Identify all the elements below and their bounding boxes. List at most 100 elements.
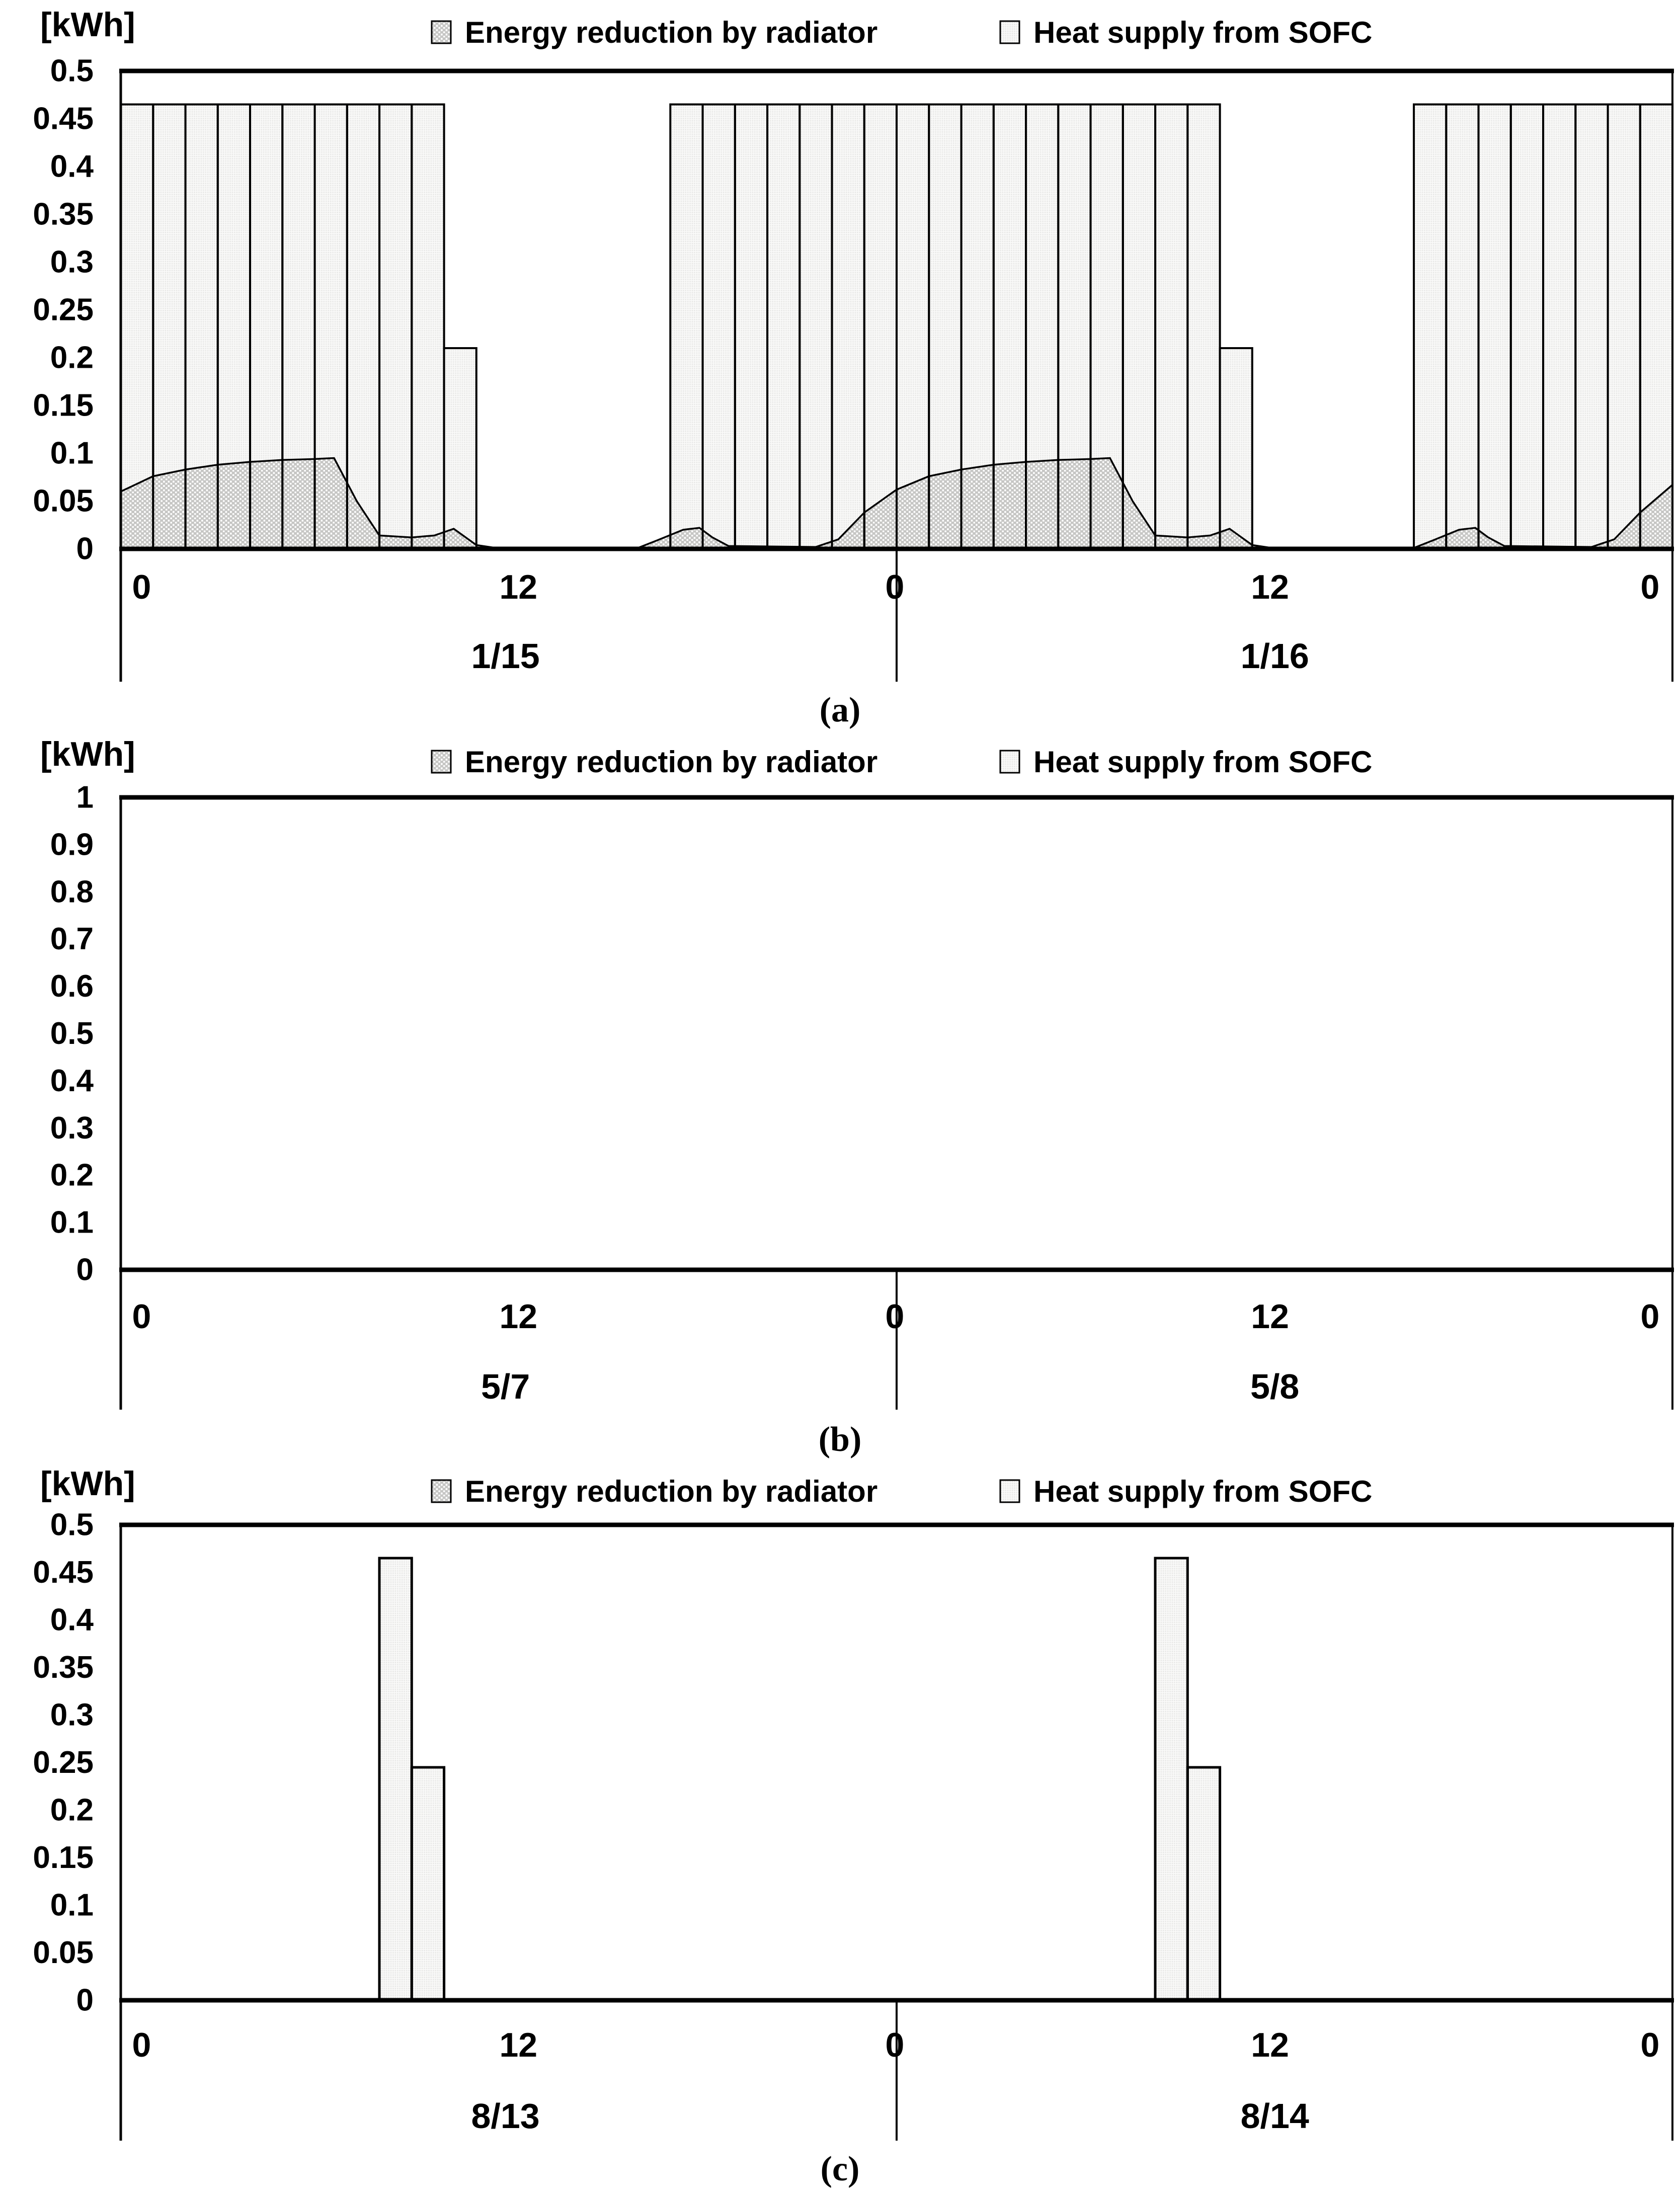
sofc-bar	[444, 348, 476, 549]
y-tick-label: 0.05	[33, 1935, 94, 1970]
y-tick-label: 0	[76, 1983, 94, 2018]
sofc-bar	[735, 104, 768, 549]
y-tick-label: 0.15	[33, 1840, 94, 1875]
x-tick-label: 12	[1251, 2026, 1289, 2064]
y-tick-label: 0.1	[50, 1205, 94, 1240]
y-tick-label: 0.5	[50, 54, 94, 89]
legend-label-radiator: Energy reduction by radiator	[465, 1474, 878, 1508]
legend-item-radiator: Energy reduction by radiator	[431, 16, 877, 49]
sofc-bar	[379, 1558, 412, 2000]
date-label: 1/15	[471, 636, 539, 676]
x-tick-label: 12	[1251, 1297, 1289, 1336]
legend-label-sofc: Heat supply from SOFC	[1033, 745, 1373, 779]
legend-item-sofc: Heat supply from SOFC	[999, 745, 1373, 779]
x-tick-label: 0	[132, 1297, 151, 1336]
y-tick-label: 0.2	[50, 341, 94, 375]
x-tick-label: 0	[886, 1297, 905, 1336]
legend-label-sofc: Heat supply from SOFC	[1033, 1474, 1373, 1508]
sofc-bar	[1575, 104, 1608, 549]
x-tick-label: 0	[886, 2026, 905, 2064]
sofc-bar	[1155, 1558, 1188, 2000]
x-tick-label: 12	[1251, 568, 1289, 606]
y-tick-label: 0.45	[33, 102, 94, 136]
chart-caption-b: (b)	[818, 1420, 862, 1459]
legend-swatch-radiator-icon	[431, 20, 452, 44]
plot-area-b: 1 0.9 0.8 0.7 0.6 0.5 0.4 0.3 0.2 0.1 0 0 12 0 12 0 5/7 5…	[50, 780, 1674, 1410]
y-tick-label: 0.2	[50, 1793, 94, 1828]
legend-item-sofc: Heat supply from SOFC	[999, 1475, 1372, 1508]
sofc-bar	[1608, 104, 1640, 549]
y-tick-label: 0.1	[50, 1888, 94, 1923]
chart-caption-a: (a)	[819, 691, 861, 729]
y-tick-label: 0	[76, 532, 94, 566]
plot-area-c: 0.5 0.45 0.4 0.35 0.3 0.25 0.2 0.15 0.1 0.05 0 0 12 0…	[33, 1508, 1674, 2141]
sofc-bar	[379, 104, 412, 549]
sofc-bar	[767, 104, 800, 549]
legend-swatch-sofc-icon	[999, 20, 1020, 44]
legend: Energy reduction by radiator Heat supply…	[0, 745, 1680, 779]
legend: Energy reduction by radiator Heat supply…	[0, 16, 1680, 49]
sofc-bar	[1414, 104, 1447, 549]
chart-caption-c: (c)	[820, 2150, 860, 2188]
legend-swatch-sofc-icon	[999, 750, 1020, 774]
y-tick-label: 0	[76, 1253, 94, 1287]
date-label: 8/14	[1241, 2096, 1309, 2136]
y-tick-label: 0.4	[50, 149, 94, 184]
y-tick-label: 0.8	[50, 874, 94, 909]
y-tick-label: 0.6	[50, 969, 94, 1004]
y-tick-label: 0.5	[50, 1508, 94, 1542]
y-tick-label: 0.15	[33, 388, 94, 423]
x-tick-label: 0	[132, 568, 151, 606]
legend-label-radiator: Energy reduction by radiator	[465, 15, 878, 49]
x-tick-label: 12	[499, 2026, 537, 2064]
chart-a: 0.5 0.45 0.4 0.35 0.3 0.25 0.2 0.15 0.1 0.05 0 0 12 0…	[0, 0, 1680, 729]
legend: Energy reduction by radiator Heat supply…	[0, 1475, 1680, 1508]
sofc-bar	[412, 104, 444, 549]
legend-swatch-radiator-icon	[431, 750, 452, 774]
y-tick-label: 0.05	[33, 484, 94, 519]
x-tick-label: 0	[1640, 1297, 1659, 1336]
legend-item-radiator: Energy reduction by radiator	[431, 745, 878, 779]
sofc-bar	[1446, 104, 1479, 549]
sofc-bar	[864, 104, 897, 549]
x-tick-label: 0	[1640, 568, 1659, 606]
y-tick-label: 0.35	[33, 1650, 94, 1685]
sofc-bar	[347, 104, 380, 549]
y-axis-unit-label: [kWh]	[40, 1464, 135, 1503]
legend-label-radiator: Energy reduction by radiator	[465, 745, 878, 779]
y-tick-label: 0.3	[50, 1111, 94, 1146]
sofc-bar	[1510, 104, 1544, 549]
x-tick-label: 0	[886, 568, 905, 606]
legend-item-radiator: Energy reduction by radiator	[431, 1475, 877, 1508]
y-tick-label: 0.3	[50, 245, 94, 280]
sofc-bar	[1187, 104, 1220, 549]
y-tick-label: 0.35	[33, 197, 94, 232]
sofc-bar	[897, 104, 929, 549]
y-tick-label: 0.4	[50, 1603, 94, 1638]
x-tick-label: 12	[499, 1297, 537, 1336]
y-tick-label: 0.45	[33, 1555, 94, 1590]
sofc-bar	[412, 1767, 444, 2000]
x-tick-label: 12	[499, 568, 537, 606]
sofc-bar	[832, 104, 864, 549]
plot-area-a: 0.5 0.45 0.4 0.35 0.3 0.25 0.2 0.15 0.1 0.05 0 0 12 0…	[33, 54, 1674, 682]
date-label: 1/16	[1241, 636, 1309, 676]
legend-label-sofc: Heat supply from SOFC	[1033, 15, 1373, 49]
y-axis-unit-label: [kWh]	[40, 6, 135, 44]
x-tick-label: 0	[1640, 2026, 1659, 2064]
sofc-bar	[1478, 104, 1511, 549]
y-tick-label: 0.7	[50, 922, 94, 956]
legend-item-sofc: Heat supply from SOFC	[999, 16, 1372, 49]
sofc-bar	[1155, 104, 1188, 549]
y-tick-label: 0.4	[50, 1064, 94, 1098]
chart-c: 0.5 0.45 0.4 0.35 0.3 0.25 0.2 0.15 0.1 0.05 0 0 12 0…	[0, 1459, 1680, 2200]
y-tick-label: 0.25	[33, 293, 94, 328]
sofc-bar	[1640, 104, 1673, 549]
y-tick-label: 0.2	[50, 1158, 94, 1193]
date-label: 5/7	[481, 1367, 530, 1406]
chart-b: 1 0.9 0.8 0.7 0.6 0.5 0.4 0.3 0.2 0.1 0 0 12 0 12 0 5/7 5…	[0, 729, 1680, 1459]
legend-swatch-radiator-icon	[431, 1479, 452, 1503]
y-tick-label: 0.25	[33, 1745, 94, 1780]
sofc-bar	[702, 104, 735, 549]
